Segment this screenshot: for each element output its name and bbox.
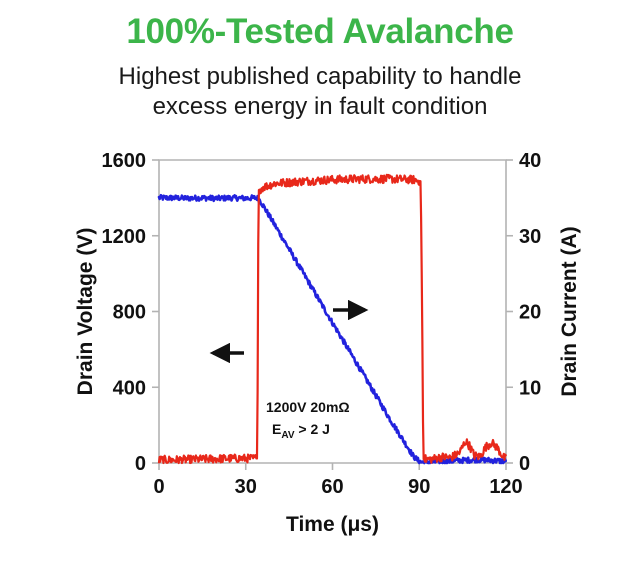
y2-tick-label: 30 — [519, 226, 541, 248]
y2-tick-label: 20 — [519, 302, 541, 324]
y2-tick-label: 10 — [519, 377, 541, 399]
x-tick-label: 120 — [489, 476, 522, 498]
y-tick-label: 1200 — [102, 226, 147, 248]
annotation-device-rating: 1200V 20mΩ — [266, 399, 350, 415]
current-trace — [157, 173, 507, 465]
y2-tick-label: 40 — [519, 150, 541, 172]
annotation-e-symbol: E — [272, 421, 281, 437]
x-axis-title: Time (μs) — [286, 513, 379, 536]
y2-tick-label: 0 — [519, 453, 530, 475]
page-subtitle: Highest published capability to handle e… — [0, 62, 640, 123]
subtitle-line-2: excess energy in fault condition — [152, 93, 488, 121]
avalanche-waveform-chart: 0 30 60 90 120 0 400 800 1200 1600 0 10 20 30 40 Drain … — [0, 140, 640, 574]
x-tick-label: 90 — [408, 476, 430, 498]
y-tick-label: 800 — [113, 302, 146, 324]
x-tick-label: 0 — [153, 476, 164, 498]
y-axis-title: Drain Voltage (V) — [74, 228, 97, 396]
y-tick-label: 400 — [113, 377, 146, 399]
plot-frame — [158, 159, 507, 463]
x-tick-label: 30 — [235, 476, 257, 498]
chart-svg: 0 30 60 90 120040080012001600010203040Drain … — [74, 150, 581, 536]
y-tick-label: 1600 — [102, 150, 147, 172]
page-title: 100%-Tested Avalanche — [126, 12, 514, 51]
voltage-trace — [157, 193, 508, 465]
annotation-avalanche-energy: EAV > 2 J — [272, 421, 330, 441]
annotation-energy-value: > 2 J — [295, 421, 330, 437]
subtitle-line-1: Highest published capability to handle — [118, 63, 522, 90]
y-tick-label: 0 — [135, 453, 146, 475]
x-tick-label: 60 — [321, 476, 343, 498]
y2-axis-title: Drain Current (A) — [558, 226, 581, 396]
annotation-av-subscript: AV — [281, 430, 294, 441]
